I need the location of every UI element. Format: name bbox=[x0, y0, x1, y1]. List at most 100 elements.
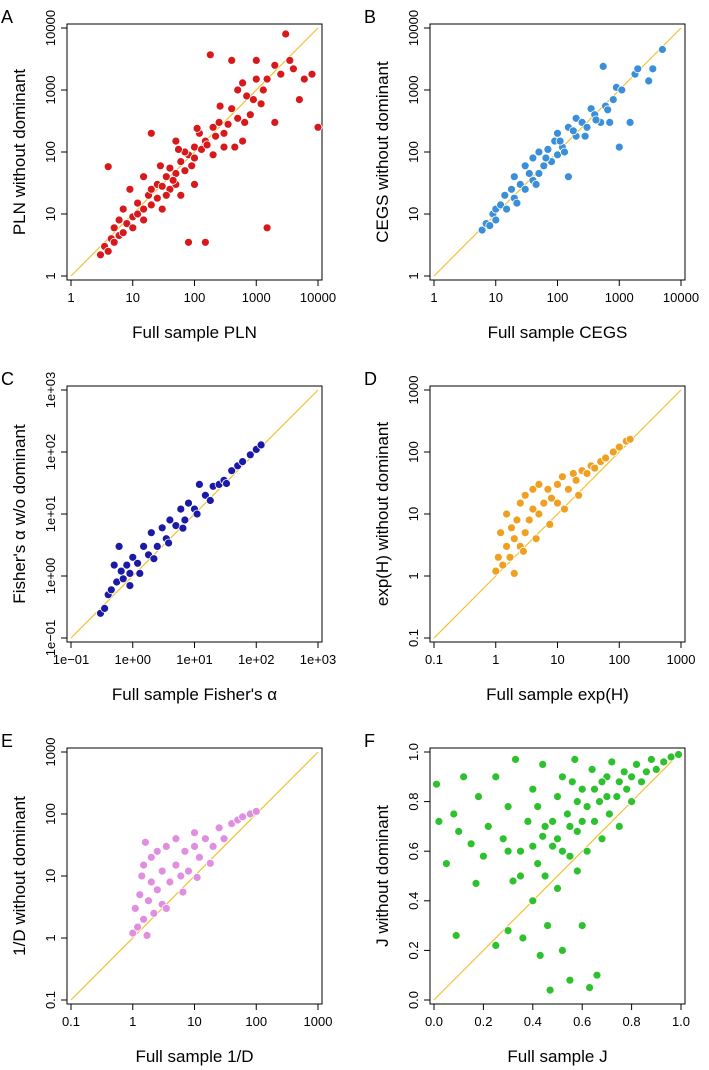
data-point bbox=[601, 453, 610, 463]
data-point bbox=[560, 147, 569, 157]
data-point bbox=[256, 99, 266, 109]
data-point bbox=[223, 119, 233, 129]
x-axis-label: Full sample CEGS bbox=[488, 323, 628, 342]
data-point bbox=[190, 842, 199, 851]
data-point bbox=[553, 884, 562, 893]
data-point bbox=[103, 246, 113, 256]
data-point bbox=[258, 85, 268, 95]
data-point bbox=[534, 169, 544, 178]
data-point bbox=[152, 542, 162, 551]
data-point bbox=[441, 859, 451, 868]
data-point bbox=[580, 131, 590, 141]
data-point bbox=[125, 581, 135, 590]
data-point bbox=[161, 842, 171, 851]
data-point bbox=[577, 784, 587, 794]
data-point bbox=[538, 831, 548, 841]
data-point bbox=[496, 200, 506, 210]
data-point bbox=[174, 144, 183, 154]
data-point bbox=[211, 131, 221, 141]
x-tick-label: 1 bbox=[67, 290, 74, 305]
panel-f: F 0.0 0.2 0.4 0.6 0.8 1.0 0.0 0.2 0.4 0.6 0.8 1.0 Ful… bbox=[364, 731, 690, 1066]
data-point bbox=[233, 85, 243, 95]
data-point bbox=[133, 922, 143, 932]
data-point bbox=[133, 209, 143, 219]
data-point bbox=[238, 78, 248, 88]
data-point bbox=[165, 163, 175, 173]
data-point bbox=[605, 809, 614, 819]
data-point bbox=[666, 752, 676, 762]
data-point bbox=[149, 554, 159, 564]
data-series bbox=[96, 440, 266, 618]
data-point bbox=[565, 822, 575, 831]
y-tick-label: 100 bbox=[406, 141, 421, 163]
data-point bbox=[471, 879, 481, 888]
x-axis-label: Full sample exp(H) bbox=[486, 685, 629, 704]
plot-frame bbox=[429, 747, 686, 1005]
data-point bbox=[178, 523, 188, 533]
data-point bbox=[128, 223, 138, 233]
data-point bbox=[503, 846, 513, 856]
data-point bbox=[152, 846, 162, 856]
data-point bbox=[200, 237, 210, 247]
x-tick-label: 1000 bbox=[304, 1014, 333, 1029]
data-point bbox=[184, 498, 193, 508]
data-point bbox=[130, 904, 140, 913]
data-point bbox=[184, 237, 193, 247]
y-tick-label: 100 bbox=[43, 803, 58, 825]
data-point bbox=[180, 515, 190, 525]
data-point bbox=[180, 846, 190, 856]
data-point bbox=[614, 822, 624, 831]
data-point bbox=[564, 172, 573, 182]
data-point bbox=[270, 118, 280, 127]
data-point bbox=[528, 841, 538, 851]
y-axis-label: exp(H) without dominant bbox=[373, 422, 392, 607]
data-point bbox=[157, 866, 167, 876]
data-point bbox=[109, 223, 119, 233]
data-series bbox=[491, 434, 635, 578]
data-point bbox=[165, 515, 175, 525]
data-point bbox=[558, 946, 567, 955]
data-point bbox=[533, 802, 543, 811]
data-point bbox=[538, 760, 548, 769]
data-point bbox=[498, 834, 508, 844]
data-point bbox=[520, 184, 530, 194]
x-axis-label: Full sample 1/D bbox=[135, 1047, 253, 1066]
y-tick-label: 0.6 bbox=[406, 842, 421, 860]
data-point bbox=[139, 172, 149, 182]
data-point bbox=[528, 896, 538, 906]
data-point bbox=[503, 802, 513, 811]
data-point bbox=[642, 767, 651, 777]
identity-line bbox=[433, 751, 682, 1001]
data-point bbox=[568, 126, 578, 136]
data-point bbox=[509, 569, 519, 578]
data-point bbox=[215, 101, 225, 111]
data-point bbox=[281, 29, 291, 39]
y-tick-label: 1 bbox=[406, 272, 421, 279]
data-point bbox=[140, 837, 150, 847]
data-point bbox=[176, 871, 186, 881]
x-tick-label: 1 bbox=[492, 652, 499, 667]
data-point bbox=[109, 560, 119, 570]
data-point bbox=[598, 62, 608, 71]
data-series bbox=[477, 45, 667, 235]
y-axis-label: CEGS without dominant bbox=[373, 61, 392, 243]
data-point bbox=[205, 858, 215, 868]
data-point bbox=[432, 779, 441, 789]
data-point bbox=[233, 113, 243, 123]
data-point bbox=[285, 56, 295, 65]
data-point bbox=[491, 941, 501, 950]
data-point bbox=[200, 834, 210, 844]
data-point bbox=[190, 828, 199, 838]
data-point bbox=[114, 542, 124, 551]
y-tick-label: 10000 bbox=[406, 10, 421, 46]
data-point bbox=[240, 118, 250, 127]
data-point bbox=[577, 921, 587, 930]
y-tick-label: 10000 bbox=[43, 10, 58, 46]
data-point bbox=[459, 772, 469, 782]
data-point bbox=[165, 877, 175, 887]
y-tick-label: 1.0 bbox=[406, 743, 421, 761]
data-point bbox=[451, 931, 461, 940]
data-point bbox=[555, 136, 565, 146]
data-point bbox=[502, 509, 512, 519]
panel-label: C bbox=[1, 369, 14, 389]
